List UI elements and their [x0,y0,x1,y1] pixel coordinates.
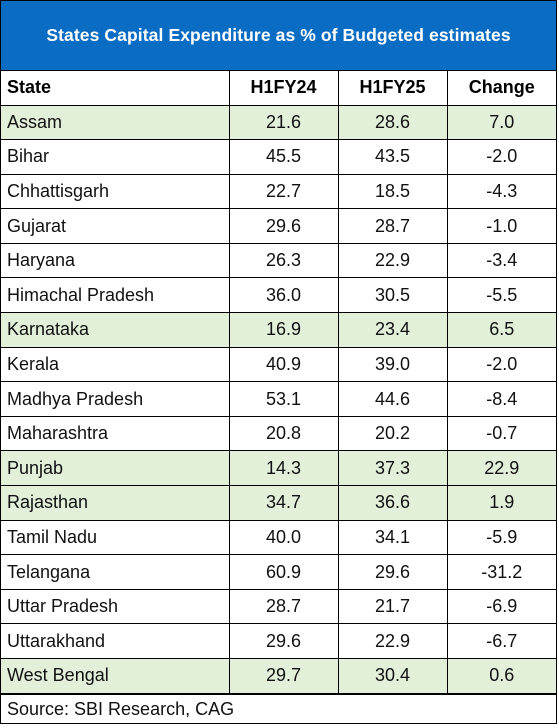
table-row: Uttar Pradesh 28.7 21.7 -6.9 [1,588,556,625]
cell-change: 22.9 [446,450,556,487]
table-row: Karnataka 16.9 23.4 6.5 [1,312,556,348]
cell-change: -6.9 [446,588,556,625]
cell-change: -2.0 [446,139,556,175]
cell-change: 7.0 [446,104,556,141]
cell-h1fy25: 30.5 [337,277,448,314]
cell-state: Karnataka [1,312,230,348]
cell-state: Assam [1,104,230,141]
cell-change: -3.4 [446,242,556,279]
table-row: Gujarat 29.6 28.7 -1.0 [1,208,556,244]
cell-h1fy25: 22.9 [337,623,448,659]
cell-h1fy24: 53.1 [228,381,339,417]
cell-state: Haryana [1,242,230,279]
cell-h1fy24: 16.9 [228,312,339,348]
cell-h1fy24: 28.7 [228,588,339,625]
table-row: Himachal Pradesh 36.0 30.5 -5.5 [1,277,556,314]
cell-h1fy25: 22.9 [337,242,448,279]
cell-change: -5.5 [446,277,556,314]
cell-h1fy25: 37.3 [337,450,448,487]
cell-h1fy25: 39.0 [337,346,448,383]
cell-state: Chhattisgarh [1,173,230,210]
table-row: Madhya Pradesh 53.1 44.6 -8.4 [1,381,556,417]
cell-h1fy24: 29.6 [228,208,339,244]
cell-h1fy24: 26.3 [228,242,339,279]
table-row: Chhattisgarh 22.7 18.5 -4.3 [1,173,556,210]
cell-change: 1.9 [446,485,556,521]
cell-h1fy24: 29.6 [228,623,339,659]
cell-state: Uttar Pradesh [1,588,230,625]
cell-h1fy24: 34.7 [228,485,339,521]
cell-state: Rajasthan [1,485,230,521]
column-header-h1fy25: H1FY25 [337,71,448,106]
cell-h1fy24: 29.7 [228,658,339,694]
cell-h1fy25: 28.6 [337,104,448,141]
table-row: Rajasthan 34.7 36.6 1.9 [1,485,556,521]
table-row: Tamil Nadu 40.0 34.1 -5.9 [1,519,556,556]
cell-state: Bihar [1,139,230,175]
table-body: Assam 21.6 28.6 7.0 Bihar 45.5 43.5 -2.0 Chhatti… [1,104,556,694]
cell-h1fy25: 21.7 [337,588,448,625]
cell-h1fy25: 43.5 [337,139,448,175]
table-row: Kerala 40.9 39.0 -2.0 [1,346,556,383]
cell-change: -31.2 [446,554,556,590]
source-note: Source: SBI Research, CAG [1,693,556,728]
table-row: Uttarakhand 29.6 22.9 -6.7 [1,623,556,659]
table-row: Assam 21.6 28.6 7.0 [1,104,556,141]
cell-h1fy25: 28.7 [337,208,448,244]
cell-h1fy25: 20.2 [337,415,448,452]
cell-h1fy24: 36.0 [228,277,339,314]
cell-state: West Bengal [1,658,230,694]
cell-h1fy24: 40.0 [228,519,339,556]
column-header-change: Change [446,71,556,106]
cell-change: 0.6 [446,658,556,694]
cell-state: Himachal Pradesh [1,277,230,314]
cell-h1fy25: 29.6 [337,554,448,590]
table-row: Haryana 26.3 22.9 -3.4 [1,242,556,279]
cell-state: Gujarat [1,208,230,244]
cell-h1fy24: 60.9 [228,554,339,590]
cell-h1fy24: 20.8 [228,415,339,452]
cell-h1fy25: 30.4 [337,658,448,694]
cell-h1fy25: 34.1 [337,519,448,556]
cell-change: -6.7 [446,623,556,659]
table-row: Punjab 14.3 37.3 22.9 [1,450,556,487]
cell-change: -2.0 [446,346,556,383]
cell-change: -0.7 [446,415,556,452]
cell-state: Punjab [1,450,230,487]
table-row: Telangana 60.9 29.6 -31.2 [1,554,556,590]
cell-h1fy24: 14.3 [228,450,339,487]
table-row: West Bengal 29.7 30.4 0.6 [1,658,556,694]
table-row: Maharashtra 20.8 20.2 -0.7 [1,415,556,452]
cell-state: Madhya Pradesh [1,381,230,417]
cell-h1fy25: 36.6 [337,485,448,521]
cell-change: -4.3 [446,173,556,210]
cell-state: Tamil Nadu [1,519,230,556]
cell-state: Maharashtra [1,415,230,452]
cell-state: Telangana [1,554,230,590]
cell-h1fy24: 45.5 [228,139,339,175]
cell-h1fy25: 23.4 [337,312,448,348]
cell-h1fy24: 22.7 [228,173,339,210]
column-header-state: State [1,71,230,106]
header-row: State H1FY24 H1FY25 Change [1,71,556,106]
cell-h1fy24: 40.9 [228,346,339,383]
column-header-h1fy24: H1FY24 [228,71,339,106]
table-row: Bihar 45.5 43.5 -2.0 [1,139,556,175]
cell-change: -5.9 [446,519,556,556]
cell-h1fy25: 44.6 [337,381,448,417]
cell-change: -1.0 [446,208,556,244]
cell-h1fy24: 21.6 [228,104,339,141]
table-title: States Capital Expenditure as % of Budge… [1,1,556,71]
cell-change: -8.4 [446,381,556,417]
cell-state: Kerala [1,346,230,383]
cell-state: Uttarakhand [1,623,230,659]
cell-h1fy25: 18.5 [337,173,448,210]
cell-change: 6.5 [446,312,556,348]
capex-table: State H1FY24 H1FY25 Change Assam 21.6 28.6… [1,71,556,694]
